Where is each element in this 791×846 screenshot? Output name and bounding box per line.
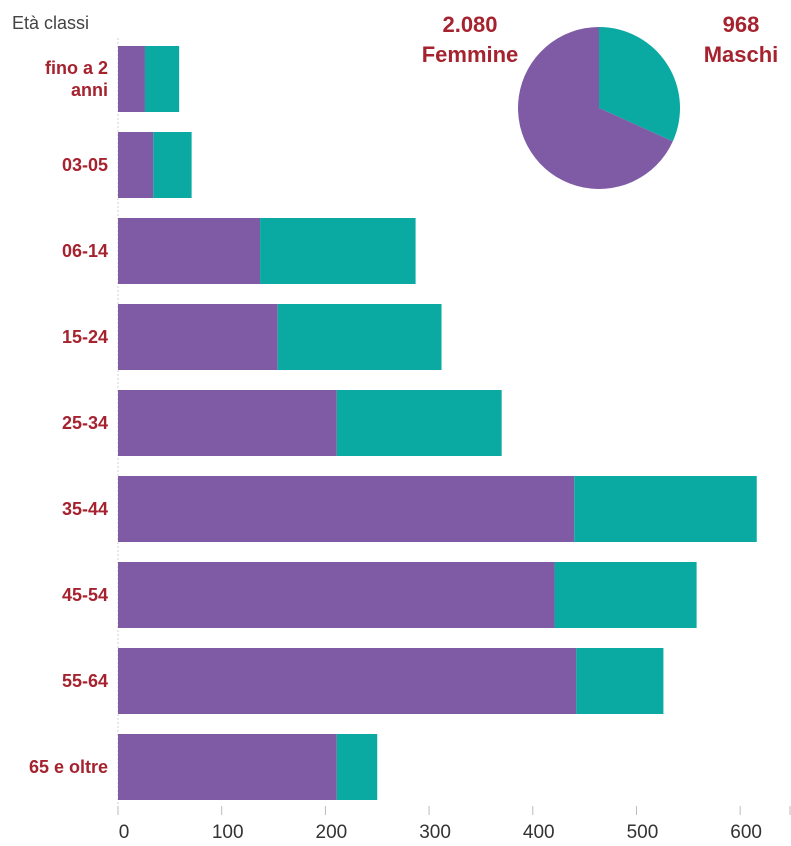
y-axis-title: Età classi	[12, 13, 89, 33]
bar-femmine-2	[118, 218, 261, 284]
bar-maschi-8	[336, 734, 378, 800]
x-tick-label-3: 300	[419, 822, 451, 843]
category-label-3: 15-24	[62, 327, 108, 347]
category-label-4: 25-34	[62, 413, 108, 433]
pie-label-maschi-value: 968	[723, 12, 760, 37]
bar-maschi-3	[277, 304, 442, 370]
category-label-8: 65 e oltre	[29, 757, 108, 777]
bar-femmine-5	[118, 476, 575, 542]
category-label-0: fino a 2 anni	[45, 58, 108, 100]
pie-label-femmine-value: 2.080	[442, 12, 497, 37]
pie-label-femmine-name: Femmine	[422, 42, 519, 67]
x-axis: 0 100 200 300 400 500 600	[117, 806, 791, 843]
bar-maschi-2	[260, 218, 416, 284]
bar-maschi-0	[144, 46, 180, 112]
x-tick-label-4: 400	[523, 822, 555, 843]
bar-femmine-3	[118, 304, 278, 370]
bar-femmine-1	[118, 132, 154, 198]
bars-group	[117, 38, 757, 805]
bar-femmine-7	[118, 648, 577, 714]
bar-maschi-7	[576, 648, 664, 714]
bar-femmine-0	[118, 46, 145, 112]
category-label-5: 35-44	[62, 499, 108, 519]
pie-label-maschi-name: Maschi	[704, 42, 779, 67]
pie-slice-femmine	[517, 26, 673, 190]
category-label-2: 06-14	[62, 241, 108, 261]
category-label-6: 45-54	[62, 585, 108, 605]
x-tick-label-5: 500	[627, 822, 659, 843]
bar-maschi-5	[574, 476, 757, 542]
bar-femmine-8	[118, 734, 337, 800]
x-tick-label-1: 100	[212, 822, 244, 843]
bar-maschi-6	[554, 562, 697, 628]
category-label-7: 55-64	[62, 671, 108, 691]
x-tick-label-0: 0	[119, 822, 130, 843]
category-labels: fino a 2 anni 03-05 06-14 15-24 25-34 35-44 45-…	[29, 58, 108, 777]
category-label-1: 03-05	[62, 155, 108, 175]
bar-femmine-6	[118, 562, 555, 628]
x-tick-label-2: 200	[316, 822, 348, 843]
bar-femmine-4	[118, 390, 337, 456]
pie-slice-maschi	[599, 27, 680, 142]
bar-maschi-1	[153, 132, 192, 198]
pie-chart	[517, 26, 680, 190]
bar-maschi-4	[336, 390, 502, 456]
x-tick-label-6: 600	[730, 822, 762, 843]
